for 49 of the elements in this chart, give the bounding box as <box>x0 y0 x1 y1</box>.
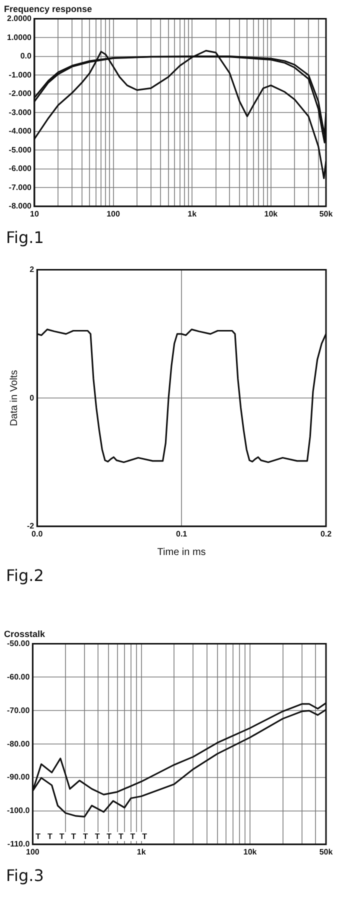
y-tick-label: -50.00 <box>6 639 30 648</box>
annotation: T <box>130 832 136 842</box>
y-tick-label: -1.000 <box>8 70 32 80</box>
annotation: T <box>82 832 88 842</box>
y-tick-label: -8.000 <box>8 202 32 211</box>
annotation: T <box>118 832 124 842</box>
caption: Fig.1 <box>5 228 45 247</box>
annotation: T <box>48 832 52 842</box>
y-tick-label: -7.000 <box>8 182 32 192</box>
y-tick-label: -2 <box>26 522 35 531</box>
caption: Fig.3 <box>5 866 45 885</box>
y-tick-label: -2.000 <box>8 89 32 98</box>
y-tick-label: 0 <box>30 393 35 402</box>
x-tick-label: 1k <box>188 209 198 218</box>
y-tick-label: 2.0000 <box>7 14 32 24</box>
y-tick-label: -110.0 <box>7 840 30 849</box>
x-tick-label: 100 <box>106 209 120 218</box>
y-tick-label: 0.0 <box>20 52 32 61</box>
annotation: T <box>59 832 64 842</box>
y-tick-label: -60.00 <box>6 672 30 682</box>
x-tick-label: 10k <box>264 209 278 218</box>
annotation: T <box>94 832 100 842</box>
annotation: T <box>36 832 41 842</box>
y-tick-label: 2 <box>30 265 35 274</box>
x-axis-title: Time in ms <box>157 546 206 558</box>
y-tick-label: 1.0000 <box>7 32 32 42</box>
x-tick-label: 10 <box>30 209 40 218</box>
x-tick-label: 100 <box>26 847 40 856</box>
x-tick-label: 10k <box>243 847 258 856</box>
x-tick-label: 50k <box>319 847 334 856</box>
annotation: T <box>71 832 76 842</box>
x-tick-label: 0.1 <box>176 529 188 538</box>
x-tick-label: 50k <box>319 209 334 218</box>
chart-title: Crosstalk <box>4 628 46 639</box>
y-axis-title: Data in Volts <box>8 370 20 426</box>
y-tick-label: -70.00 <box>6 706 30 715</box>
y-tick-label: -100.0 <box>6 806 30 816</box>
caption: Fig.2 <box>5 566 45 585</box>
annotation: T <box>142 832 148 842</box>
chart-title: Frequency response <box>4 4 92 14</box>
annotation: T <box>106 832 112 842</box>
x-tick-label: 1k <box>136 847 146 856</box>
y-tick-label: -5.000 <box>8 145 32 154</box>
y-tick-label: -6.000 <box>8 164 32 174</box>
y-tick-label: -80.00 <box>6 739 30 748</box>
x-tick-label: 0.2 <box>320 529 332 538</box>
y-tick-label: -4.000 <box>8 126 32 136</box>
y-tick-label: -3.000 <box>8 108 32 117</box>
y-tick-label: -90.00 <box>6 772 30 782</box>
